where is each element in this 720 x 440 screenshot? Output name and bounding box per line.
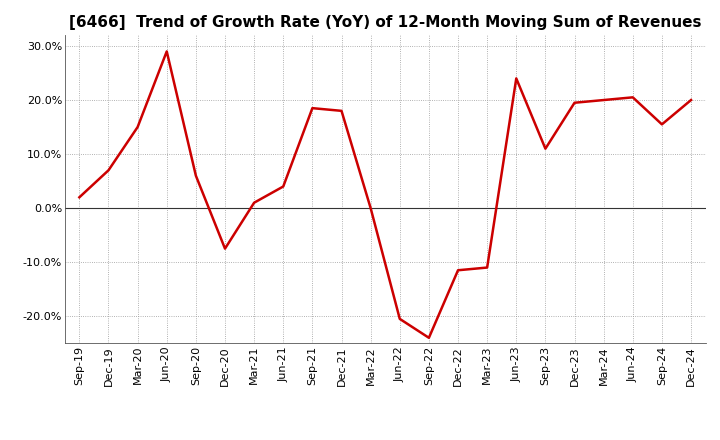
Title: [6466]  Trend of Growth Rate (YoY) of 12-Month Moving Sum of Revenues: [6466] Trend of Growth Rate (YoY) of 12-… (69, 15, 701, 30)
